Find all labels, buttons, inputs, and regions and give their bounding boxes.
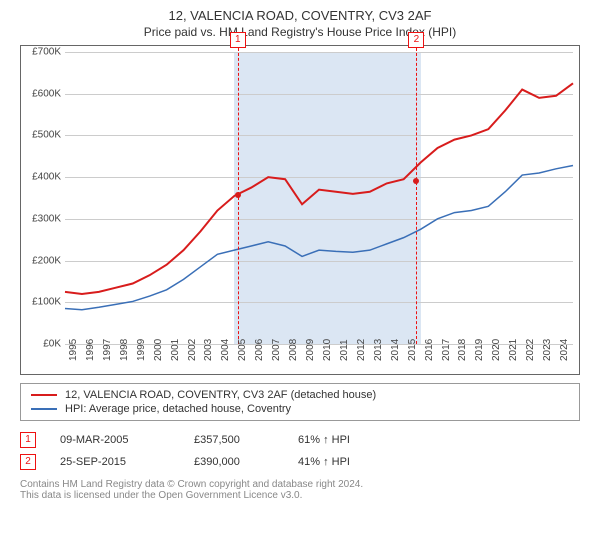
x-axis-label: 2024 [559,339,570,361]
footer-note: Contains HM Land Registry data © Crown c… [20,479,580,501]
y-axis-label: £400K [21,172,61,183]
marker-price-2: £390,000 [194,456,274,468]
marker-dashed-line [416,48,417,344]
legend-item-series-1: 12, VALENCIA ROAD, COVENTRY, CV3 2AF (de… [31,388,569,402]
x-axis-label: 2009 [305,339,316,361]
y-axis-label: £700K [21,47,61,58]
x-axis-label: 2023 [542,339,553,361]
marker-table: 1 09-MAR-2005 £357,500 61% ↑ HPI 2 25-SE… [20,429,580,473]
x-axis-label: 2007 [271,339,282,361]
marker-date-1: 09-MAR-2005 [60,434,170,446]
x-axis-label: 2008 [288,339,299,361]
marker-point-1 [235,192,241,198]
x-axis-label: 2019 [474,339,485,361]
marker-diff-1: 61% ↑ HPI [298,434,398,446]
x-axis-label: 2003 [203,339,214,361]
x-axis-label: 1997 [102,339,113,361]
y-axis-label: £200K [21,255,61,266]
marker-flag-1: 1 [230,32,246,48]
x-axis-label: 2015 [407,339,418,361]
legend-label-2: HPI: Average price, detached house, Cove… [65,403,291,415]
legend-label-1: 12, VALENCIA ROAD, COVENTRY, CV3 2AF (de… [65,389,376,401]
marker-price-1: £357,500 [194,434,274,446]
x-axis-label: 2018 [457,339,468,361]
y-axis-label: £100K [21,297,61,308]
y-axis-label: £300K [21,213,61,224]
x-axis-label: 1999 [136,339,147,361]
chart-subtitle: Price paid vs. HM Land Registry's House … [14,25,586,39]
marker-badge-2: 2 [20,454,36,470]
x-axis-label: 1995 [68,339,79,361]
footer-line-2: This data is licensed under the Open Gov… [20,490,580,501]
chart-frame: 12 £0K £100K £200K £300K £400K £500K £600K £700… [20,45,580,375]
x-axis-label: 2011 [339,339,350,361]
marker-diff-2: 41% ↑ HPI [298,456,398,468]
legend-swatch-2 [31,408,57,410]
x-axis-label: 2012 [356,339,367,361]
x-axis-label: 2016 [424,339,435,361]
x-axis-label: 2002 [187,339,198,361]
y-axis-label: £600K [21,88,61,99]
marker-point-2 [413,178,419,184]
marker-date-2: 25-SEP-2015 [60,456,170,468]
x-axis-label: 2013 [373,339,384,361]
legend-swatch-1 [31,394,57,396]
x-axis-label: 1998 [119,339,130,361]
x-axis-label: 2014 [390,339,401,361]
x-axis-label: 1996 [85,339,96,361]
series-line-1 [65,83,573,294]
y-axis-label: £500K [21,130,61,141]
x-axis-label: 2020 [491,339,502,361]
x-axis-label: 2001 [170,339,181,361]
footer-line-1: Contains HM Land Registry data © Crown c… [20,479,580,490]
x-axis-label: 2017 [441,339,452,361]
x-axis-label: 2006 [254,339,265,361]
series-line-2 [65,165,573,309]
x-axis-label: 2000 [153,339,164,361]
chart-container: 12, VALENCIA ROAD, COVENTRY, CV3 2AF Pri… [0,0,600,560]
marker-row-2: 2 25-SEP-2015 £390,000 41% ↑ HPI [20,451,580,473]
x-axis-label: 2010 [322,339,333,361]
marker-flag-2: 2 [408,32,424,48]
legend: 12, VALENCIA ROAD, COVENTRY, CV3 2AF (de… [20,383,580,421]
legend-item-series-2: HPI: Average price, detached house, Cove… [31,402,569,416]
x-axis-label: 2022 [525,339,536,361]
line-layer [65,52,573,344]
y-axis-label: £0K [21,339,61,350]
x-axis-label: 2005 [237,339,248,361]
x-axis-label: 2004 [220,339,231,361]
x-axis-label: 2021 [508,339,519,361]
chart-title: 12, VALENCIA ROAD, COVENTRY, CV3 2AF [14,8,586,23]
marker-badge-1: 1 [20,432,36,448]
marker-row-1: 1 09-MAR-2005 £357,500 61% ↑ HPI [20,429,580,451]
plot-area: 12 [65,52,573,344]
